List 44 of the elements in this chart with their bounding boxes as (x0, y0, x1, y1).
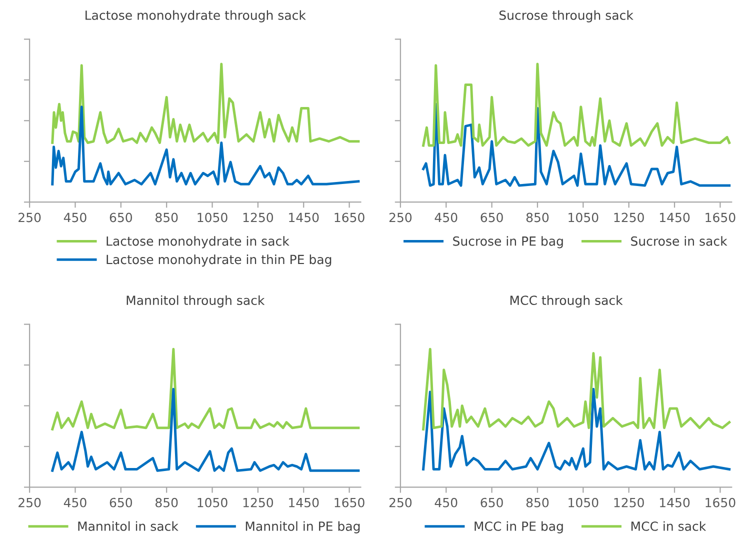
x-tick-label: 650 (480, 498, 503, 508)
chart-title: Lactose monohydrate through sack (86, 10, 306, 22)
chart-title: Sucrose through sack (499, 10, 634, 22)
legend-label: Sucrose in PE bag (453, 236, 563, 248)
legend-label: Mannitol in sack (78, 521, 178, 531)
x-tick-label: 450 (434, 212, 458, 222)
x-tick-label: 850 (526, 498, 549, 508)
x-tick-label: 850 (156, 498, 178, 508)
legend-label: Mannitol in PE bag (246, 521, 360, 534)
x-tick-label: 250 (389, 498, 412, 508)
x-tick-label: 1450 (289, 498, 319, 508)
x-tick-label: 1250 (614, 498, 644, 508)
x-tick-label: 650 (110, 498, 132, 508)
x-tick-label: 250 (18, 498, 41, 508)
x-tick-label: 450 (434, 498, 458, 508)
legend-label: MCC in PE bag (474, 521, 563, 534)
legend-label: Sucrose in sack (631, 236, 728, 246)
x-tick-label: 1450 (660, 498, 690, 508)
x-tick-label: 1650 (334, 212, 364, 222)
x-tick-label: 650 (480, 212, 503, 222)
x-tick-label: 1050 (198, 498, 228, 508)
x-tick-label: 1250 (614, 212, 644, 222)
x-tick-label: 650 (110, 212, 132, 222)
legend-label: Lactose monohydrate in thin PE bag (106, 254, 332, 267)
x-tick-label: 1050 (568, 498, 598, 508)
x-tick-label: 1650 (706, 212, 736, 222)
x-tick-label: 1250 (243, 498, 274, 508)
x-tick-label: 1050 (568, 212, 598, 222)
x-tick-label: 850 (526, 212, 549, 222)
x-tick-label: 1250 (243, 212, 274, 222)
chart-title: MCC through sack (510, 295, 623, 308)
x-tick-label: 1650 (706, 498, 736, 508)
legend-label: Lactose monohydrate in sack (106, 236, 290, 248)
chart-title: Mannitol through sack (126, 295, 265, 308)
x-tick-label: 250 (18, 212, 41, 222)
x-tick-label: 1050 (198, 212, 228, 222)
x-tick-label: 1450 (289, 212, 319, 222)
x-tick-label: 1650 (334, 498, 364, 508)
x-tick-label: 850 (156, 212, 178, 222)
x-tick-label: 450 (64, 212, 86, 222)
legend-label: MCC in sack (631, 521, 706, 531)
x-tick-label: 1450 (660, 212, 690, 222)
x-tick-label: 450 (64, 498, 86, 508)
x-tick-label: 250 (389, 212, 412, 222)
